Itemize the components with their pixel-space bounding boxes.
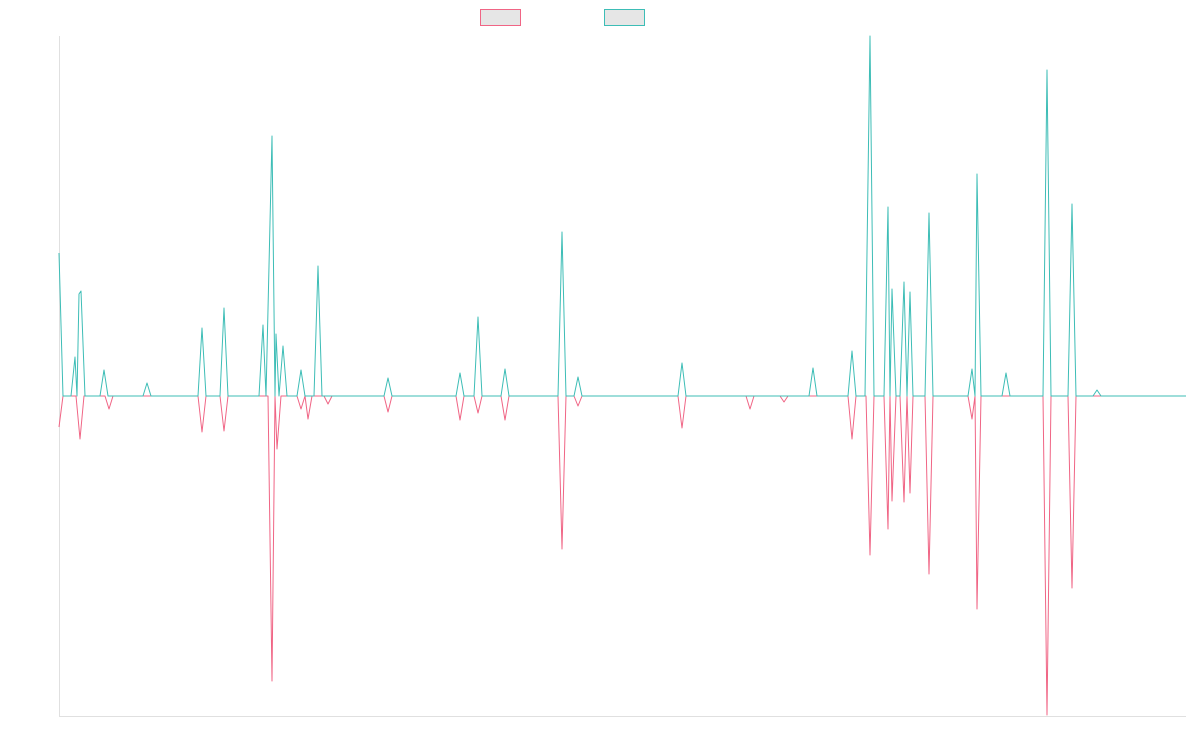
- series-line: [58, 395, 1186, 716]
- legend-swatch[interactable]: [480, 9, 521, 26]
- series-line: [58, 35, 1186, 397]
- legend-swatch[interactable]: [604, 9, 645, 26]
